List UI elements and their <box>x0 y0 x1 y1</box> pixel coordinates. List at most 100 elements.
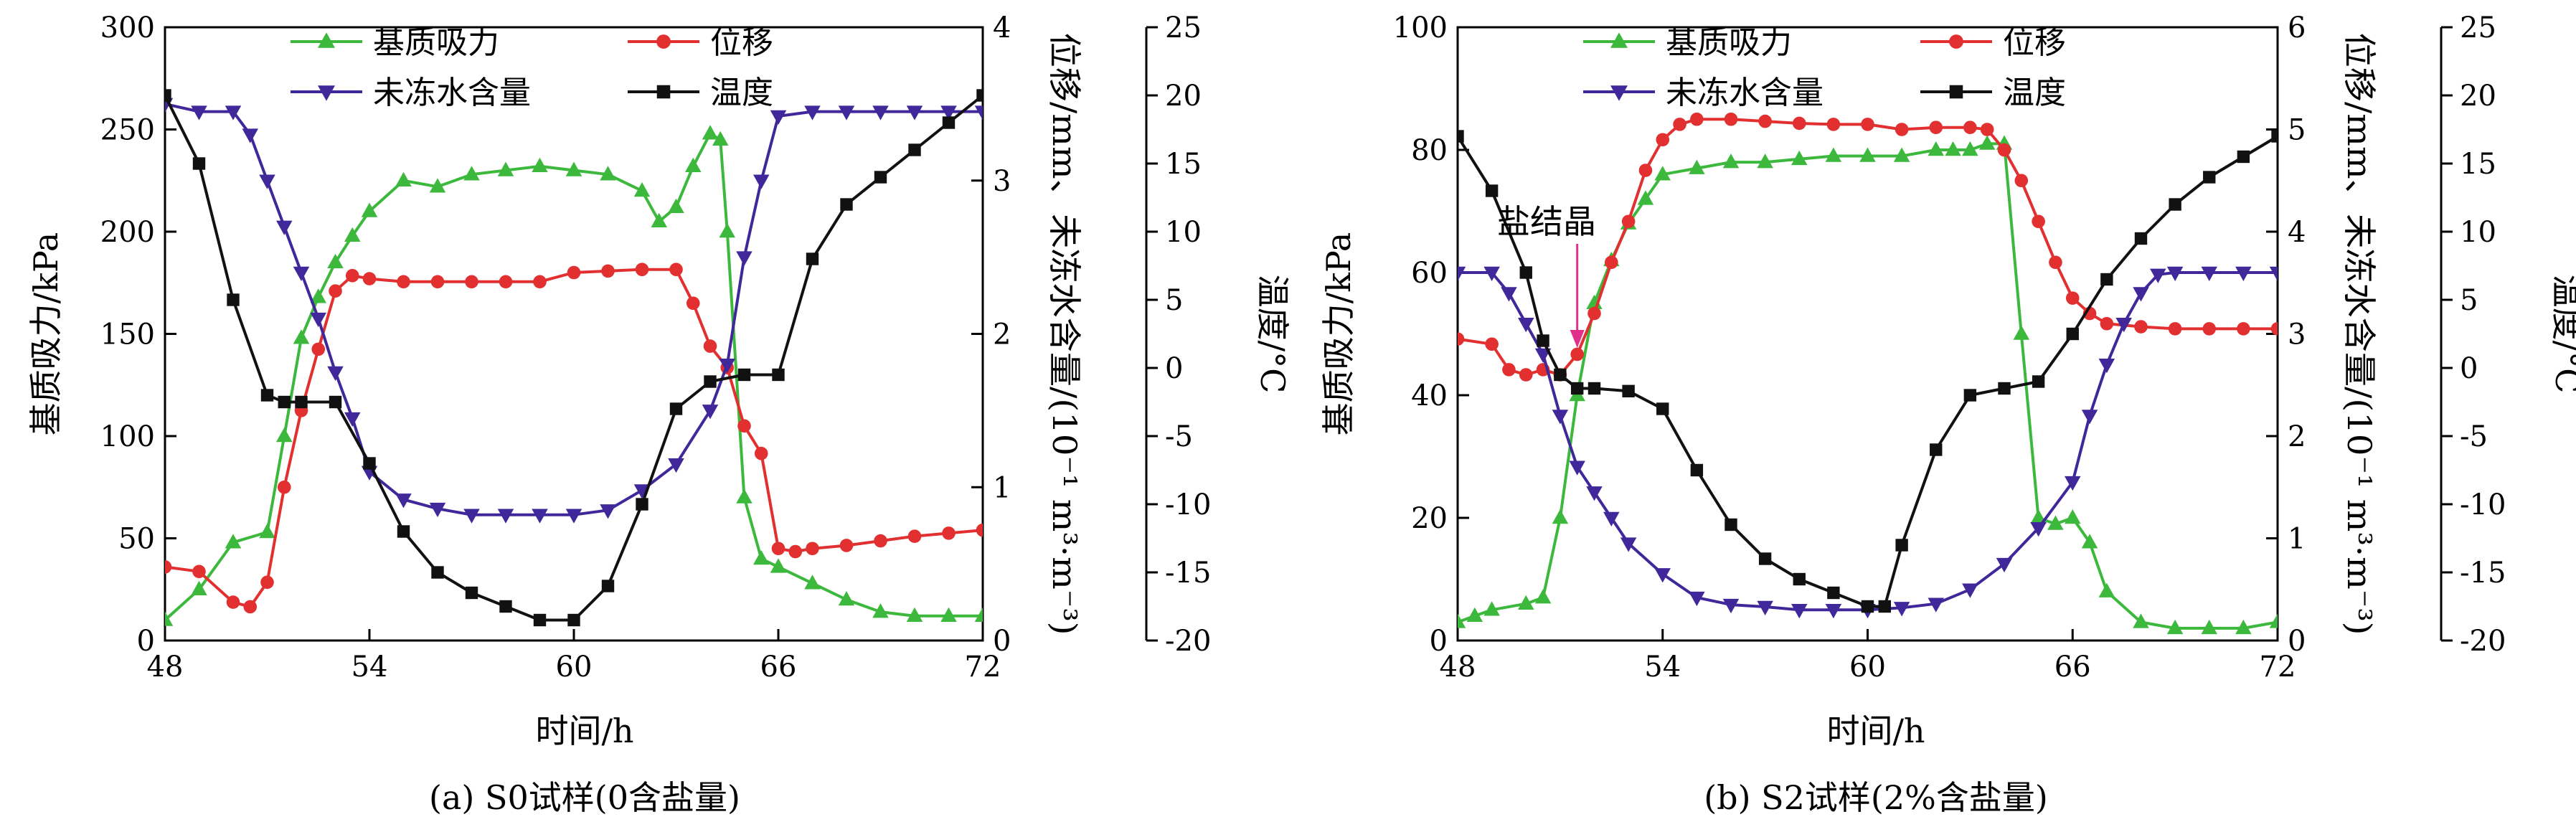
x-tick-label: 48 <box>147 651 184 684</box>
point-displacement <box>669 263 683 277</box>
point-temperature <box>1963 389 1977 402</box>
y-right1-tick-label: 4 <box>2288 216 2306 249</box>
point-temperature <box>465 586 478 600</box>
legend-marker <box>1610 85 1628 101</box>
point-suction <box>2133 613 2149 628</box>
point-temperature <box>2134 232 2148 245</box>
y-right2-tick-label: 0 <box>2460 352 2478 385</box>
point-unfrozen_water <box>310 312 326 328</box>
point-displacement <box>874 534 887 548</box>
y-right2-tick-label: -10 <box>1165 488 1211 521</box>
y-right1-tick-label: 2 <box>2288 420 2306 453</box>
point-displacement <box>839 539 854 552</box>
point-suction <box>600 166 616 181</box>
point-unfrozen_water <box>276 220 293 235</box>
point-unfrozen_water <box>1603 511 1620 526</box>
point-suction <box>361 202 378 217</box>
point-temperature <box>1554 368 1567 382</box>
point-temperature <box>278 395 291 409</box>
y-right2-tick-label: 20 <box>1165 80 1202 113</box>
point-displacement <box>1929 120 1943 134</box>
point-suction <box>1945 141 1961 156</box>
point-suction <box>2235 619 2252 635</box>
point-unfrozen_water <box>1825 604 1842 619</box>
point-temperature <box>942 116 956 129</box>
point-displacement <box>1570 347 1584 361</box>
point-unfrozen_water <box>2030 522 2047 537</box>
series-displacement <box>1458 112 2278 382</box>
point-unfrozen_water <box>191 105 207 120</box>
point-unfrozen_water <box>344 412 361 427</box>
x-tick-label: 72 <box>965 651 1001 684</box>
y-right1-tick-label: 3 <box>993 165 1011 198</box>
point-displacement <box>430 275 445 289</box>
point-suction <box>2166 619 2184 635</box>
point-suction <box>633 182 651 197</box>
plot-frame <box>164 26 984 642</box>
point-suction <box>293 329 310 344</box>
annotation-arrowhead <box>1570 330 1585 348</box>
point-displacement <box>1963 120 1977 134</box>
point-displacement <box>499 275 513 289</box>
point-suction <box>736 488 752 504</box>
y-left-tick-label: 40 <box>1411 379 1448 412</box>
point-displacement <box>362 272 377 285</box>
x-tick-label: 54 <box>1644 651 1681 684</box>
point-temperature <box>1878 600 1892 613</box>
chart-caption: (b) S2试样(2%含盐量) <box>1704 778 2048 817</box>
point-displacement <box>1792 116 1806 131</box>
point-temperature <box>669 402 683 415</box>
series-suction <box>165 125 983 626</box>
point-temperature <box>1690 463 1704 477</box>
point-unfrozen_water <box>1483 266 1500 281</box>
point-temperature <box>2032 375 2045 388</box>
legend-entry: 未冻水含量 <box>1666 75 1824 111</box>
y-right2-tick-label: 0 <box>1165 352 1183 385</box>
point-temperature <box>227 293 240 306</box>
legend-marker <box>1610 32 1628 48</box>
chart-panel-b: 48 54 60 66 720204060801000123456-20-15-10-5… <box>1319 11 2576 817</box>
point-temperature <box>772 368 785 382</box>
y-left-tick-label: 250 <box>100 114 155 147</box>
point-displacement <box>2049 255 2062 270</box>
point-suction <box>532 157 548 173</box>
y-right1-axis-label: 位移/mm、未冻水含量/(10⁻¹ m³·m⁻³) <box>1045 33 1084 635</box>
x-tick-label: 66 <box>2054 651 2091 684</box>
point-unfrozen_water <box>668 458 684 473</box>
legend-entry: 基质吸力 <box>373 24 499 61</box>
y-right2-tick-label: 25 <box>2460 11 2496 44</box>
point-unfrozen_water <box>838 105 855 120</box>
point-temperature <box>1793 572 1806 586</box>
point-unfrozen_water <box>293 266 310 281</box>
point-unfrozen_water <box>770 110 787 125</box>
point-suction <box>1466 607 1483 623</box>
legend-entry: 温度 <box>710 75 773 111</box>
point-temperature <box>1519 266 1532 279</box>
point-temperature <box>2237 150 2250 164</box>
point-displacement <box>2065 291 2080 305</box>
point-displacement <box>806 542 819 556</box>
y-right2-tick-label: 5 <box>2460 284 2478 317</box>
point-displacement <box>1519 368 1533 382</box>
point-suction <box>1928 141 1944 156</box>
point-temperature <box>431 566 444 579</box>
point-suction <box>1534 589 1552 604</box>
point-unfrozen_water <box>327 366 344 381</box>
point-temperature <box>1895 539 1908 552</box>
point-unfrozen_water <box>1791 604 1808 619</box>
y-right2-axis-label: 温度/°C <box>1253 275 1292 394</box>
point-suction <box>1791 150 1808 166</box>
point-suction <box>463 166 480 181</box>
point-unfrozen_water <box>1552 410 1569 425</box>
point-displacement <box>1638 164 1653 177</box>
point-suction <box>1518 595 1534 610</box>
point-displacement <box>465 275 478 289</box>
point-suction <box>344 227 361 242</box>
point-temperature <box>1656 402 1669 415</box>
point-unfrozen_water <box>1962 583 1978 598</box>
point-temperature <box>295 395 308 409</box>
point-unfrozen_water <box>1620 537 1637 552</box>
y-right2-tick-label: -5 <box>1165 420 1193 453</box>
point-displacement <box>1758 114 1772 128</box>
